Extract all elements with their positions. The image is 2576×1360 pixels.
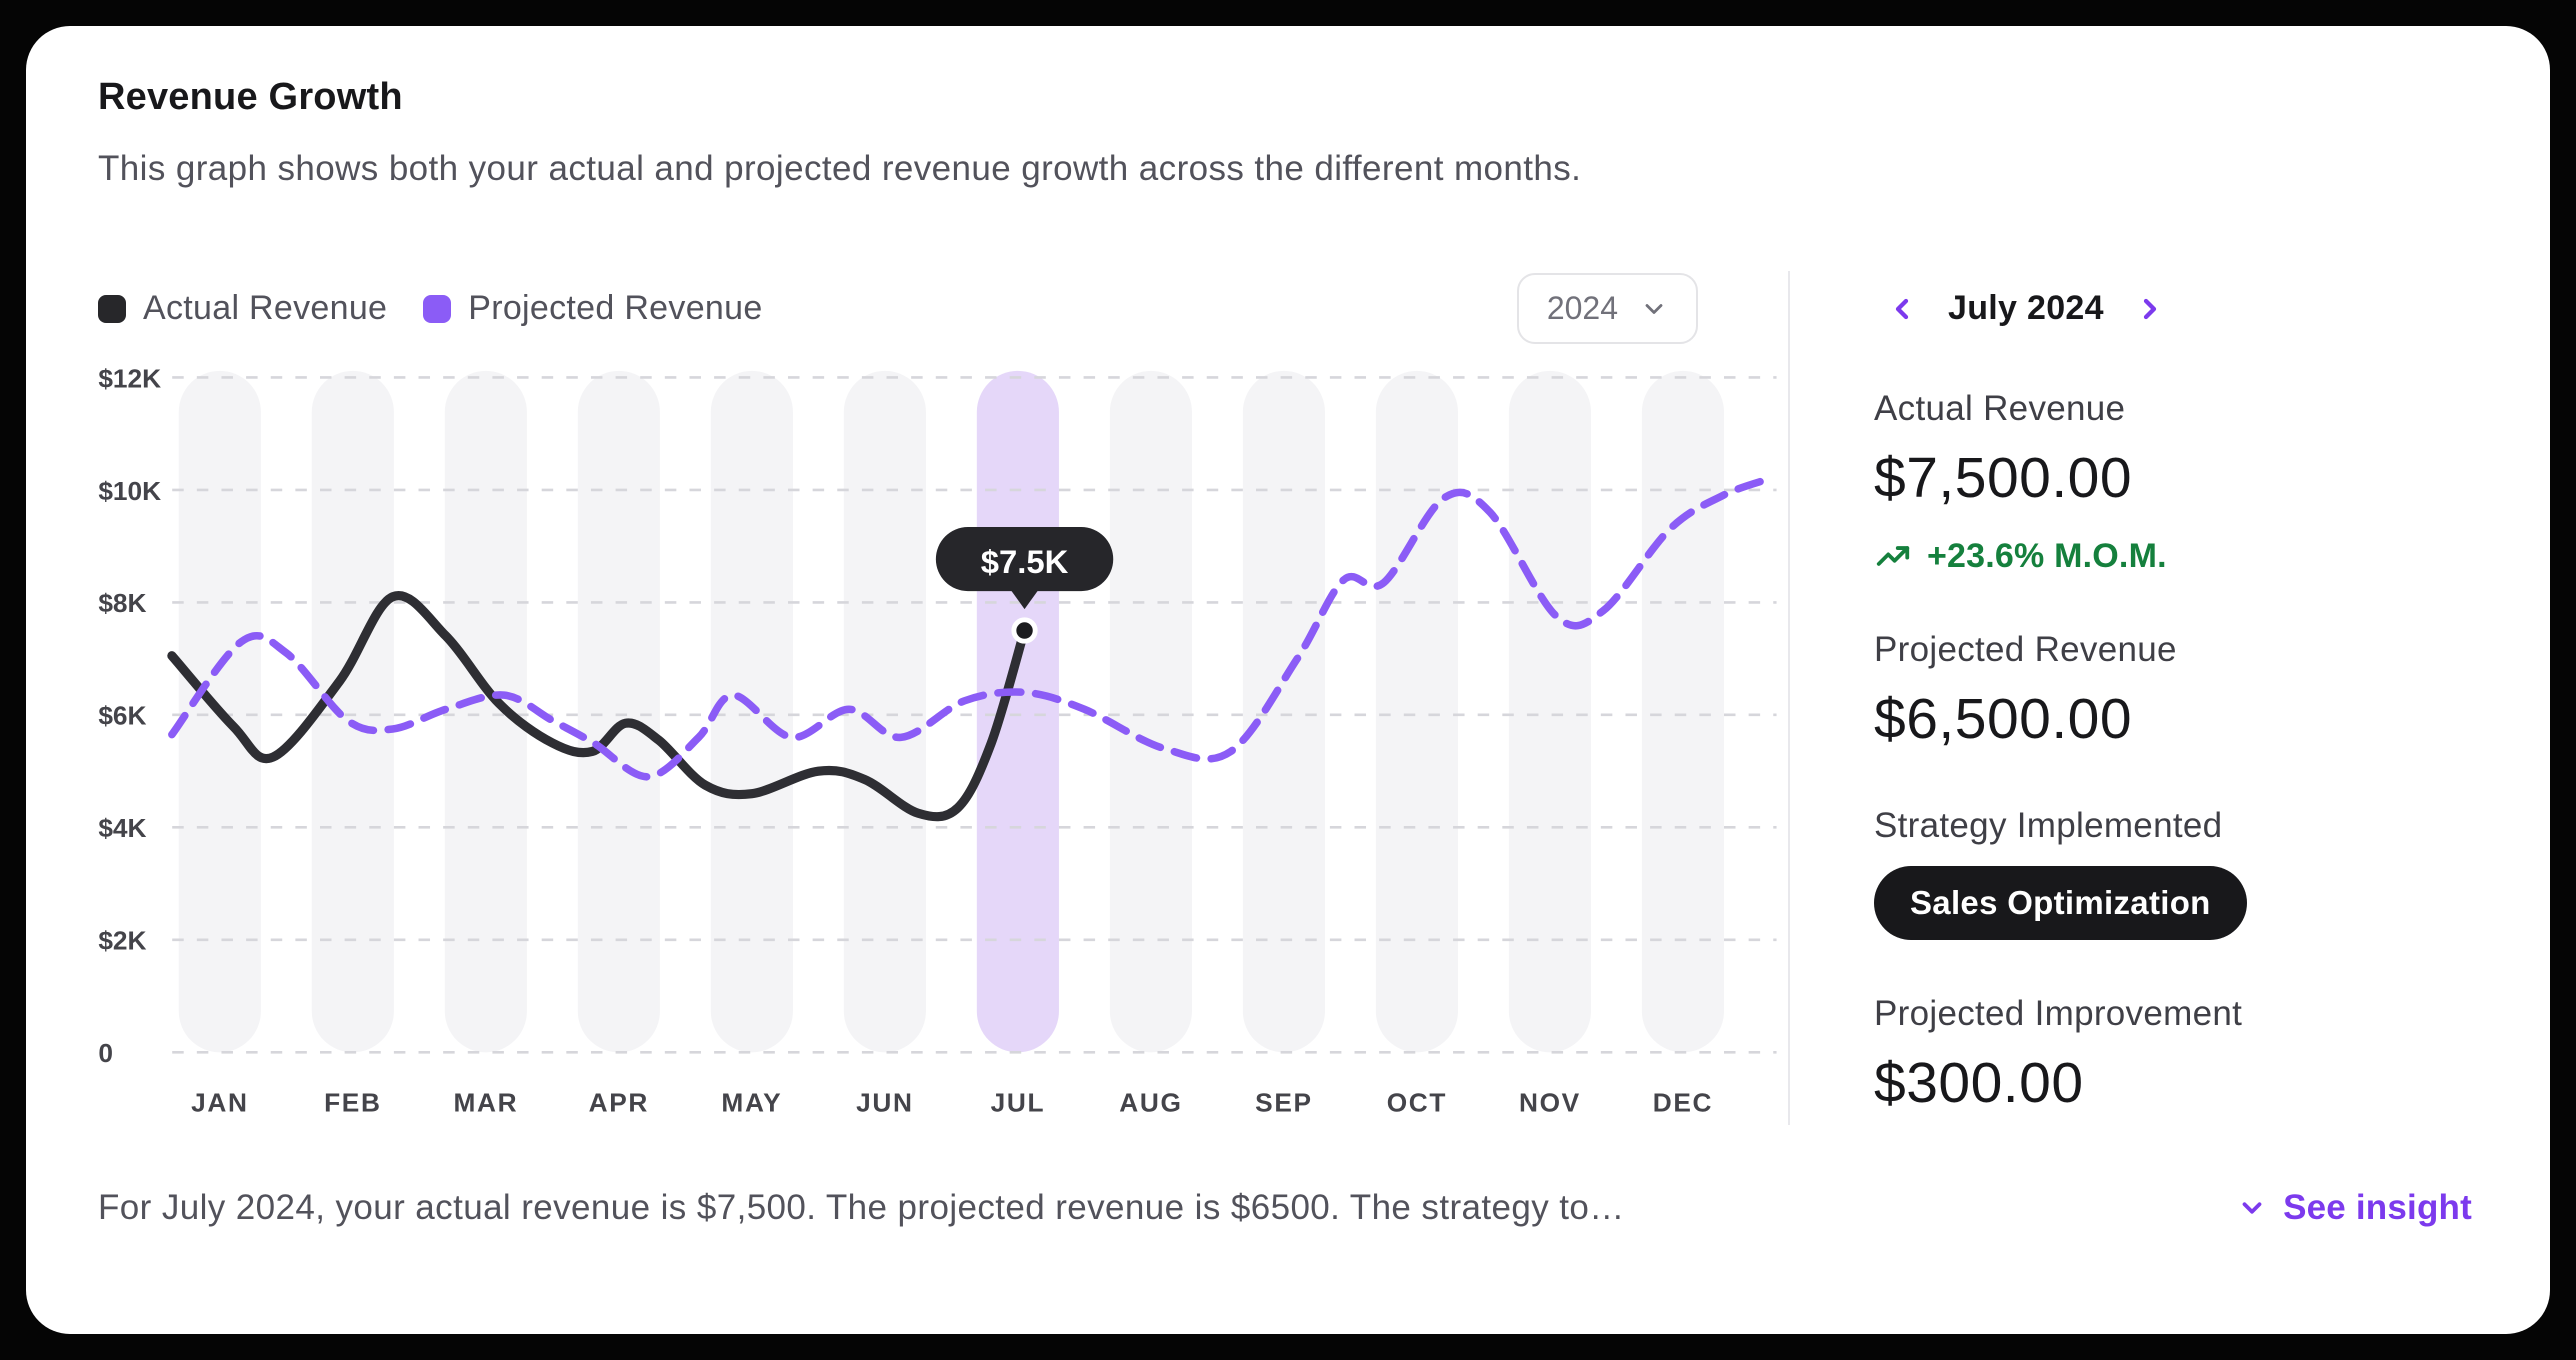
month-label: APR xyxy=(589,1087,649,1117)
projected-revenue-value: $6,500.00 xyxy=(1874,686,2133,751)
projected-revenue-swatch-icon xyxy=(423,294,452,323)
chart-tooltip: $7.5K xyxy=(935,526,1114,644)
month-bar-oct[interactable] xyxy=(1375,370,1458,1053)
month-label: MAY xyxy=(721,1087,782,1117)
month-label: FEB xyxy=(324,1087,381,1117)
month-bar-aug[interactable] xyxy=(1109,370,1192,1053)
projected-revenue-label: Projected Revenue xyxy=(1874,629,2177,669)
chart-legend: Actual Revenue Projected Revenue xyxy=(98,289,799,328)
actual-revenue-label: Actual Revenue xyxy=(1874,388,2126,428)
month-label: JAN xyxy=(191,1087,248,1117)
year-select[interactable]: 2024 xyxy=(1516,273,1698,345)
month-bar-feb[interactable] xyxy=(311,370,394,1053)
page-title: Revenue Growth xyxy=(98,76,403,118)
main-row: Actual Revenue Projected Revenue 2024 $1… xyxy=(98,270,2478,1141)
actual-revenue-value: $7,500.00 xyxy=(1874,445,2133,510)
selected-month-label: July 2024 xyxy=(1948,289,2104,328)
y-tick-label: $10K xyxy=(98,476,161,506)
mom-change: +23.6% M.O.M. xyxy=(1874,537,2478,576)
prev-month-button[interactable] xyxy=(1886,293,1918,325)
see-insight-label: See insight xyxy=(2283,1187,2472,1227)
vertical-divider xyxy=(1788,270,1790,1125)
y-tick-label: $8K xyxy=(98,588,146,618)
month-label: JUL xyxy=(991,1087,1046,1117)
month-bar-mar[interactable] xyxy=(444,370,527,1053)
footer-row: For July 2024, your actual revenue is $7… xyxy=(98,1187,2478,1229)
month-bar-sep[interactable] xyxy=(1242,370,1325,1053)
revenue-chart: $12K $10K $8K $6K $4K $2K 0 JAN FEB MAR APR MAY JUN J… xyxy=(98,363,1777,1117)
projected-line xyxy=(168,474,1774,781)
chevron-down-icon xyxy=(2242,1202,2262,1214)
chevron-right-icon xyxy=(2143,298,2156,319)
month-label: NOV xyxy=(1519,1087,1581,1117)
trending-up-icon xyxy=(1876,546,1910,567)
chevron-left-icon xyxy=(1895,298,1909,319)
chevron-down-icon xyxy=(1645,303,1663,314)
next-month-button[interactable] xyxy=(2134,293,2166,325)
y-tick-label: $2K xyxy=(98,925,146,955)
year-select-value: 2024 xyxy=(1546,290,1618,327)
data-point-dot xyxy=(1011,617,1038,644)
month-label: JUN xyxy=(856,1087,913,1117)
month-label: SEP xyxy=(1255,1087,1312,1117)
detail-panel: July 2024 Actual Revenue $7,500.00 +23.6… xyxy=(1790,271,2478,1141)
month-label: DEC xyxy=(1653,1087,1713,1117)
strategy-implemented-label: Strategy Implemented xyxy=(1874,805,2223,845)
legend-item-projected[interactable]: Projected Revenue xyxy=(423,289,762,328)
projected-improvement-value: $300.00 xyxy=(1874,1050,2084,1115)
y-tick-label: $12K xyxy=(98,363,161,393)
month-bar-jul[interactable] xyxy=(976,370,1059,1053)
month-bar-nov[interactable] xyxy=(1508,370,1591,1053)
month-bar-dec[interactable] xyxy=(1641,370,1724,1053)
controls-row: Actual Revenue Projected Revenue 2024 xyxy=(98,271,1788,347)
insight-summary: For July 2024, your actual revenue is $7… xyxy=(98,1187,1625,1227)
month-label: OCT xyxy=(1387,1087,1447,1117)
actual-line xyxy=(167,590,1030,821)
y-tick-label: 0 xyxy=(98,1038,113,1068)
actual-revenue-swatch-icon xyxy=(98,294,126,323)
legend-actual-label: Actual Revenue xyxy=(143,289,388,328)
card-subtitle: This graph shows both your actual and pr… xyxy=(98,149,1582,188)
see-insight-button[interactable]: See insight xyxy=(2231,1187,2478,1229)
month-bar-may[interactable] xyxy=(710,370,793,1053)
legend-projected-label: Projected Revenue xyxy=(468,289,763,328)
y-tick-label: $6K xyxy=(98,700,146,730)
strategy-badge: Sales Optimization xyxy=(1874,865,2247,940)
revenue-growth-card: Revenue Growth This graph shows both you… xyxy=(26,26,2550,1334)
tooltip-value-label: $7.5K xyxy=(981,543,1069,580)
month-nav: July 2024 xyxy=(1886,271,2478,347)
chart-column: Actual Revenue Projected Revenue 2024 $1… xyxy=(98,271,1788,1141)
legend-item-actual[interactable]: Actual Revenue xyxy=(98,289,387,328)
month-label: MAR xyxy=(453,1087,518,1117)
mom-change-label: +23.6% M.O.M. xyxy=(1927,536,2167,575)
projected-improvement-label: Projected Improvement xyxy=(1874,993,2243,1033)
y-tick-label: $4K xyxy=(98,813,146,843)
month-label: AUG xyxy=(1119,1087,1182,1117)
month-bar-jun[interactable] xyxy=(843,370,926,1053)
month-bar-apr[interactable] xyxy=(577,370,660,1053)
